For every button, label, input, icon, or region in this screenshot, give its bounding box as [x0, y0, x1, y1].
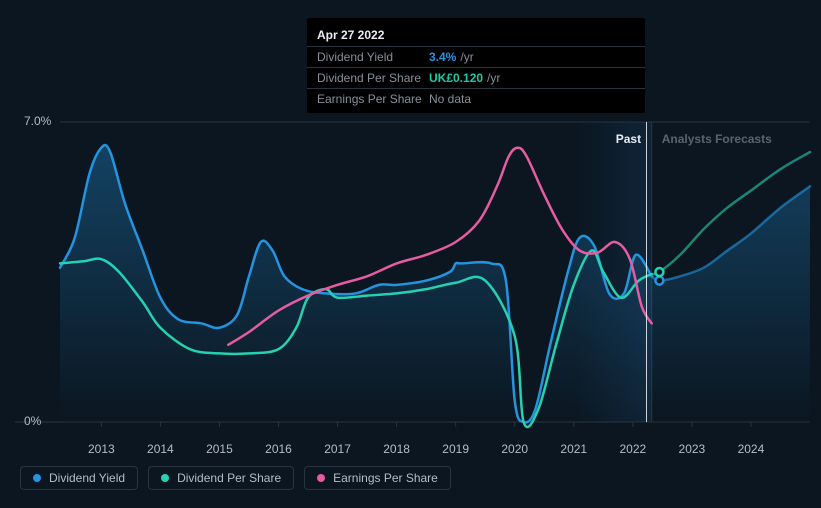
dividend-chart: Apr 27 2022 Dividend Yield3.4%/yrDividen… — [0, 0, 821, 508]
y-label: 0% — [24, 414, 41, 428]
x-tick: 2020 — [501, 442, 528, 456]
y-label: 7.0% — [24, 114, 51, 128]
x-tick: 2013 — [88, 442, 115, 456]
tooltip-row-value: No data — [429, 92, 471, 106]
tooltip-row-label: Dividend Yield — [317, 50, 429, 64]
legend-label: Dividend Per Share — [177, 471, 281, 485]
region-forecast-label: Analysts Forecasts — [662, 132, 772, 146]
area-dividend-yield — [60, 145, 810, 422]
legend-dot-icon — [161, 474, 169, 482]
x-tick: 2023 — [679, 442, 706, 456]
legend-dot-icon — [33, 474, 41, 482]
legend-item-dividend-per-share[interactable]: Dividend Per Share — [148, 466, 294, 490]
chart-tooltip: Apr 27 2022 Dividend Yield3.4%/yrDividen… — [307, 18, 645, 113]
tooltip-row-unit: /yr — [487, 71, 500, 85]
tooltip-row-value: UK£0.120 — [429, 71, 483, 85]
x-tick: 2022 — [619, 442, 646, 456]
legend-label: Earnings Per Share — [333, 471, 438, 485]
tooltip-row: Dividend Per ShareUK£0.120/yr — [307, 68, 645, 89]
x-tick: 2014 — [147, 442, 174, 456]
forecast-dot-1 — [655, 268, 663, 276]
tooltip-date: Apr 27 2022 — [307, 24, 645, 47]
x-tick: 2021 — [560, 442, 587, 456]
region-past-label: Past — [616, 132, 641, 146]
tooltip-row-label: Earnings Per Share — [317, 92, 429, 106]
tooltip-row: Dividend Yield3.4% /yr — [307, 47, 645, 68]
x-tick: 2018 — [383, 442, 410, 456]
x-tick: 2024 — [738, 442, 765, 456]
legend-dot-icon — [317, 474, 325, 482]
tooltip-row-value: 3.4% — [429, 50, 456, 64]
x-tick: 2019 — [442, 442, 469, 456]
legend-item-dividend-yield[interactable]: Dividend Yield — [20, 466, 138, 490]
x-tick: 2017 — [324, 442, 351, 456]
tooltip-row-unit: /yr — [460, 50, 473, 64]
chart-legend: Dividend Yield Dividend Per Share Earnings… — [20, 466, 451, 490]
legend-item-earnings-per-share[interactable]: Earnings Per Share — [304, 466, 451, 490]
tooltip-cursor-line — [646, 122, 647, 422]
legend-label: Dividend Yield — [49, 471, 125, 485]
x-tick: 2015 — [206, 442, 233, 456]
tooltip-row-label: Dividend Per Share — [317, 71, 429, 85]
x-tick: 2016 — [265, 442, 292, 456]
tooltip-row: Earnings Per ShareNo data — [307, 89, 645, 109]
forecast-dot-0 — [655, 277, 663, 285]
